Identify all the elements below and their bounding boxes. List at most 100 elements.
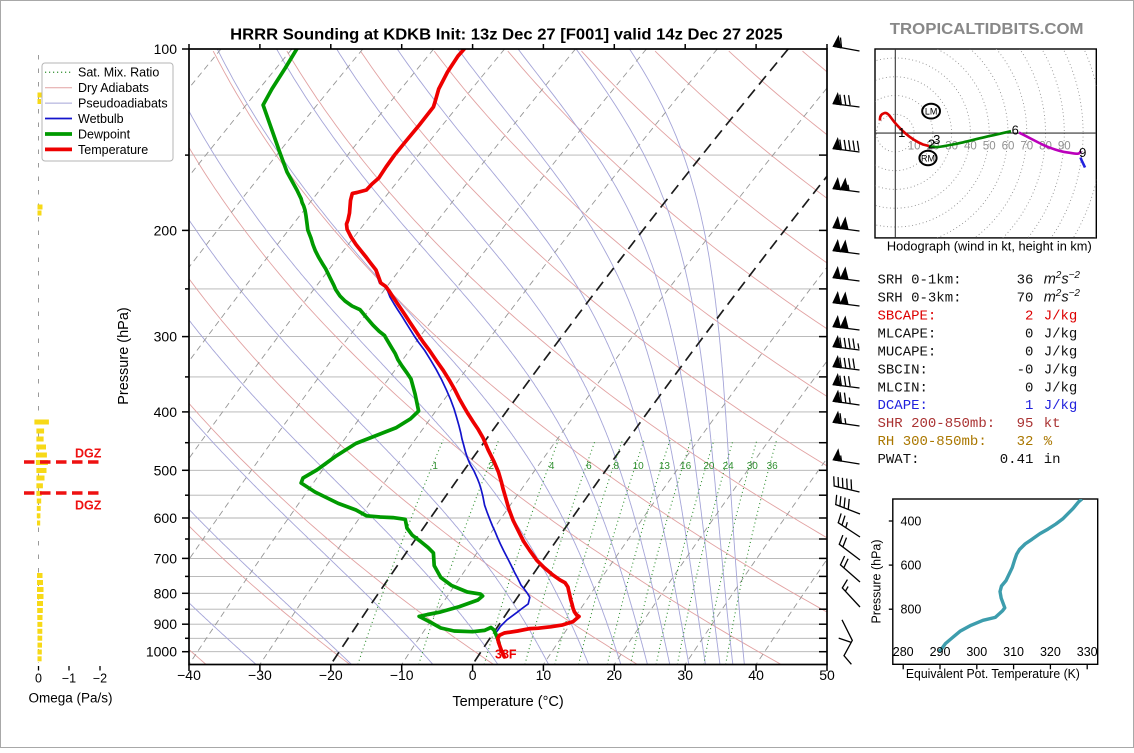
svg-text:38F: 38F <box>495 648 517 662</box>
svg-text:90: 90 <box>1058 141 1071 153</box>
svg-text:0: 0 <box>1025 380 1033 396</box>
svg-text:30: 30 <box>677 667 693 683</box>
svg-text:−40: −40 <box>177 667 201 683</box>
svg-text:70: 70 <box>1017 291 1034 307</box>
svg-text:95: 95 <box>1017 416 1034 432</box>
svg-text:4: 4 <box>549 461 555 472</box>
svg-text:500: 500 <box>154 462 178 478</box>
svg-text:SRH 0-3km:: SRH 0-3km: <box>878 291 962 307</box>
svg-text:−30: −30 <box>248 667 272 683</box>
svg-text:2: 2 <box>928 137 935 152</box>
svg-text:2: 2 <box>1025 309 1033 325</box>
svg-text:32: 32 <box>1017 434 1034 450</box>
svg-text:320: 320 <box>1040 645 1061 659</box>
svg-text:J/kg: J/kg <box>1044 344 1078 360</box>
svg-text:in: in <box>1044 452 1061 468</box>
svg-text:300: 300 <box>154 329 178 345</box>
svg-text:36: 36 <box>1017 273 1034 289</box>
svg-text:70: 70 <box>1020 141 1033 153</box>
svg-text:1: 1 <box>1025 398 1033 414</box>
svg-text:20: 20 <box>703 461 715 472</box>
svg-text:DGZ: DGZ <box>75 499 102 513</box>
svg-text:10: 10 <box>536 667 552 683</box>
svg-text:Pseudoadiabats: Pseudoadiabats <box>78 96 168 110</box>
svg-text:20: 20 <box>607 667 623 683</box>
svg-text:0: 0 <box>1025 344 1033 360</box>
svg-text:16: 16 <box>680 461 692 472</box>
svg-text:Pressure (hPa): Pressure (hPa) <box>869 539 883 623</box>
svg-text:1: 1 <box>432 461 438 472</box>
svg-text:%: % <box>1044 434 1053 450</box>
svg-text:J/kg: J/kg <box>1044 309 1078 325</box>
svg-text:MUCAPE:: MUCAPE: <box>878 344 937 360</box>
svg-text:290: 290 <box>930 645 951 659</box>
svg-text:800: 800 <box>154 585 178 601</box>
svg-text:MLCIN:: MLCIN: <box>878 380 928 396</box>
svg-text:−2: −2 <box>93 672 107 686</box>
svg-text:SHR 200-850mb:: SHR 200-850mb: <box>878 416 996 432</box>
svg-text:800: 800 <box>901 603 922 617</box>
svg-text:300: 300 <box>966 645 987 659</box>
svg-text:DGZ: DGZ <box>75 447 102 461</box>
svg-text:−20: −20 <box>319 667 343 683</box>
svg-text:Hodograph (wind in kt, height: Hodograph (wind in kt, height in km) <box>887 239 1092 254</box>
svg-text:Equivalent Pot. Temperature (K: Equivalent Pot. Temperature (K) <box>906 666 1080 681</box>
svg-text:330: 330 <box>1077 645 1098 659</box>
svg-text:DCAPE:: DCAPE: <box>878 398 928 414</box>
svg-text:-0: -0 <box>1017 362 1034 378</box>
svg-text:Temperature: Temperature <box>78 143 148 157</box>
svg-text:6: 6 <box>1012 123 1019 138</box>
svg-text:Dry Adiabats: Dry Adiabats <box>78 81 149 95</box>
svg-text:13: 13 <box>659 461 671 472</box>
svg-text:50: 50 <box>983 141 996 153</box>
svg-text:200: 200 <box>154 222 178 238</box>
svg-text:310: 310 <box>1003 645 1024 659</box>
svg-text:0: 0 <box>469 667 477 683</box>
svg-text:6: 6 <box>586 461 592 472</box>
svg-text:Omega (Pa/s): Omega (Pa/s) <box>28 691 112 706</box>
svg-text:3: 3 <box>933 132 940 147</box>
svg-text:600: 600 <box>154 510 178 526</box>
svg-text:30: 30 <box>747 461 759 472</box>
svg-text:SBCIN:: SBCIN: <box>878 362 928 378</box>
svg-text:J/kg: J/kg <box>1044 327 1078 343</box>
svg-text:40: 40 <box>748 667 764 683</box>
svg-text:Pressure (hPa): Pressure (hPa) <box>116 307 132 405</box>
svg-text:SBCAPE:: SBCAPE: <box>878 309 937 325</box>
svg-text:RH 300-850mb:: RH 300-850mb: <box>878 434 987 450</box>
svg-text:700: 700 <box>154 550 178 566</box>
svg-text:0: 0 <box>35 672 42 686</box>
svg-text:Dewpoint: Dewpoint <box>78 127 131 141</box>
svg-text:9: 9 <box>1079 145 1086 160</box>
svg-text:0.41: 0.41 <box>1000 452 1034 468</box>
svg-text:TROPICALTIDBITS.COM: TROPICALTIDBITS.COM <box>890 21 1084 38</box>
svg-text:Sat. Mix. Ratio: Sat. Mix. Ratio <box>78 66 159 80</box>
svg-text:900: 900 <box>154 616 178 632</box>
svg-text:kt: kt <box>1044 416 1061 432</box>
svg-text:−1: −1 <box>62 672 76 686</box>
svg-text:RM: RM <box>921 154 935 164</box>
svg-text:50: 50 <box>819 667 835 683</box>
svg-text:0: 0 <box>1025 327 1033 343</box>
svg-text:Temperature (°C): Temperature (°C) <box>452 694 563 710</box>
svg-text:J/kg: J/kg <box>1044 398 1078 414</box>
svg-text:1: 1 <box>898 125 905 140</box>
svg-text:Wetbulb: Wetbulb <box>78 112 124 126</box>
svg-text:J/kg: J/kg <box>1044 380 1078 396</box>
svg-text:SRH 0-1km:: SRH 0-1km: <box>878 273 962 289</box>
svg-text:8: 8 <box>614 461 620 472</box>
svg-text:J/kg: J/kg <box>1044 362 1078 378</box>
svg-text:400: 400 <box>901 514 922 528</box>
svg-text:10: 10 <box>908 141 921 153</box>
svg-text:600: 600 <box>901 558 922 572</box>
svg-text:100: 100 <box>154 41 178 57</box>
svg-text:400: 400 <box>154 404 178 420</box>
svg-text:2: 2 <box>489 461 495 472</box>
svg-text:36: 36 <box>767 461 779 472</box>
svg-text:40: 40 <box>964 141 977 153</box>
svg-text:280: 280 <box>893 645 914 659</box>
svg-text:LM: LM <box>925 107 938 117</box>
svg-text:10: 10 <box>633 461 645 472</box>
svg-text:HRRR Sounding at KDKB Init: 13: HRRR Sounding at KDKB Init: 13z Dec 27 [… <box>230 27 783 44</box>
svg-text:24: 24 <box>723 461 735 472</box>
